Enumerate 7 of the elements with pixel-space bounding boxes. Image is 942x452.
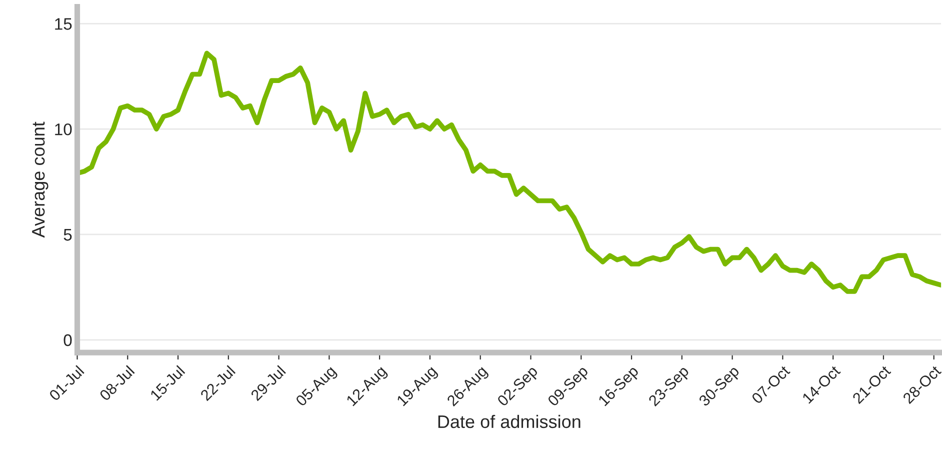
y-tick-label: 0 — [64, 334, 72, 346]
y-tick-label: 5 — [64, 229, 72, 241]
y-axis-title: Average count — [32, 122, 48, 238]
y-tick-label: 15 — [55, 18, 72, 30]
x-axis-title: Date of admission — [438, 414, 580, 428]
line-series — [77, 50, 942, 294]
y-tick-label: 10 — [55, 123, 72, 136]
